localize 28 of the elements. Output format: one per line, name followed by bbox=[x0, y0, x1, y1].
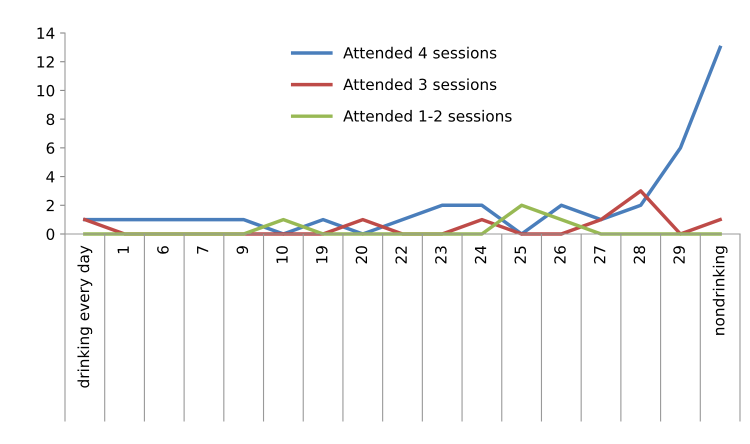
x-tick-label: drinking every day bbox=[77, 246, 92, 388]
x-tick-label: 29 bbox=[673, 246, 685, 264]
x-tick-label: 7 bbox=[197, 246, 208, 254]
legend-label: Attended 3 sessions bbox=[343, 78, 496, 90]
x-tick-label: 26 bbox=[554, 246, 566, 264]
y-tick-label: 0 bbox=[46, 228, 54, 240]
x-tick-label: 1 bbox=[118, 246, 129, 254]
x-tick-label: 19 bbox=[316, 246, 328, 263]
y-tick-label: 4 bbox=[46, 171, 54, 182]
x-tick-label: 25 bbox=[514, 246, 526, 264]
x-tick-label: 9 bbox=[236, 246, 248, 254]
x-tick-label: 6 bbox=[157, 246, 169, 254]
x-tick-label: 28 bbox=[634, 246, 646, 264]
x-tick-label: 22 bbox=[395, 246, 407, 264]
y-tick-label: 6 bbox=[46, 142, 54, 154]
legend-label: Attended 4 sessions bbox=[343, 46, 496, 59]
x-tick-label: 23 bbox=[435, 246, 447, 264]
x-tick-label: 27 bbox=[594, 246, 606, 264]
legend-label: Attended 1-2 sessions bbox=[343, 110, 512, 122]
x-tick-label: 24 bbox=[474, 246, 486, 264]
y-tick-label: 14 bbox=[38, 28, 54, 39]
x-tick-label: 20 bbox=[356, 246, 368, 264]
x-tick-label: 10 bbox=[276, 246, 288, 263]
y-tick-label: 8 bbox=[46, 114, 54, 126]
y-tick-label: 2 bbox=[46, 200, 54, 212]
y-tick-label: 12 bbox=[38, 56, 54, 68]
y-tick-label: 10 bbox=[38, 84, 54, 96]
x-tick-label: nondrinking bbox=[712, 246, 728, 335]
